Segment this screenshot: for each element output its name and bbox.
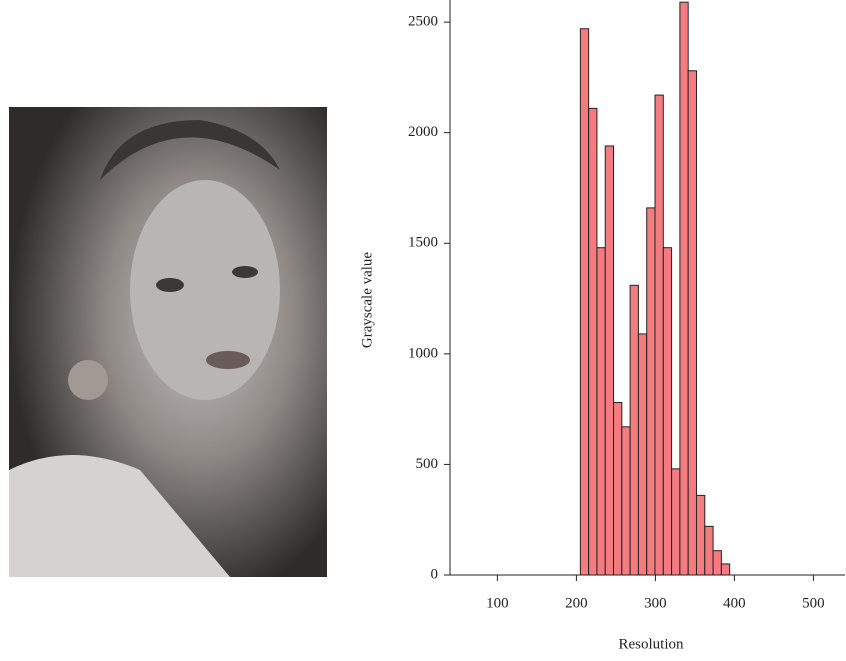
portrait-photo: [9, 107, 327, 577]
x-axis-title: Resolution: [618, 636, 684, 652]
bar: [688, 71, 696, 575]
y-tick-label: 1500: [408, 235, 438, 251]
y-axis-title: Grayscale value: [359, 252, 375, 349]
bar: [663, 248, 671, 575]
bar: [647, 208, 655, 575]
bar: [630, 285, 638, 575]
bar: [680, 2, 688, 575]
x-tick-label: 500: [802, 595, 825, 611]
bar: [721, 564, 729, 575]
y-tick-label: 0: [431, 566, 439, 582]
figure: Resolution Grayscale value 0 500 1000 1500 2…: [0, 0, 846, 661]
x-tick-label: 300: [644, 595, 667, 611]
bar: [580, 29, 588, 575]
bar: [672, 469, 680, 575]
x-tick-label: 200: [565, 595, 588, 611]
bar: [622, 427, 630, 575]
bar: [655, 95, 663, 575]
bar: [597, 248, 605, 575]
bar: [589, 108, 597, 575]
bar: [614, 403, 622, 576]
bar: [638, 334, 646, 575]
y-tick-label: 500: [416, 456, 439, 472]
bar: [605, 146, 613, 575]
x-tick-label: 400: [723, 595, 746, 611]
x-tick-label: 100: [486, 595, 509, 611]
bar: [713, 551, 721, 575]
bar: [696, 495, 704, 575]
y-tick-label: 2500: [408, 14, 438, 30]
y-tick-label: 2000: [408, 124, 438, 140]
y-tick-label: 1000: [408, 345, 438, 361]
bar: [705, 526, 713, 575]
